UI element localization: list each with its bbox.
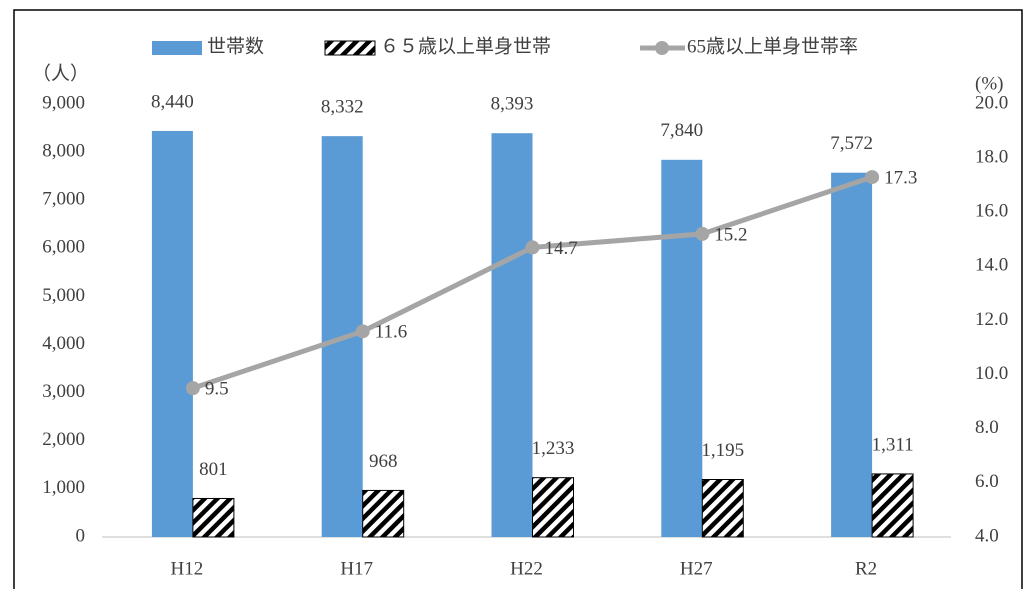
- data-label: 8,393: [491, 94, 534, 115]
- y-tick-label: 0: [76, 525, 86, 546]
- y-tick-label: 7,000: [42, 189, 85, 210]
- data-label: 14.7: [545, 238, 578, 259]
- y2-tick-label: 16.0: [975, 201, 1008, 222]
- line-marker: [185, 381, 200, 396]
- data-label: 7,572: [830, 133, 873, 154]
- data-label: 801: [199, 459, 228, 480]
- y2-unit: (%): [975, 73, 1003, 94]
- y2-tick-label: 20.0: [975, 92, 1008, 113]
- y2-tick-label: 12.0: [975, 309, 1008, 330]
- data-label: 11.6: [375, 322, 408, 343]
- bar: [532, 477, 574, 538]
- data-label: 1,195: [701, 440, 744, 461]
- x-tick-label: H27: [680, 558, 713, 579]
- bar: [362, 489, 405, 538]
- y2-tick-label: 8.0: [975, 417, 999, 438]
- y2-tick-label: 4.0: [975, 525, 999, 546]
- line-marker: [695, 226, 710, 241]
- legend-swatch: [324, 40, 376, 56]
- legend-label: 65歳以上単身世帯率: [687, 35, 858, 57]
- line-marker: [355, 324, 370, 339]
- y-tick-label: 5,000: [42, 285, 85, 306]
- y2-tick-label: 6.0: [975, 471, 999, 492]
- x-tick-label: R2: [855, 558, 877, 579]
- bar: [831, 172, 873, 537]
- bar: [701, 479, 744, 538]
- y-tick-label: 2,000: [42, 429, 85, 450]
- data-label: 7,840: [660, 120, 703, 141]
- x-tick-label: H12: [171, 558, 204, 579]
- x-tick-label: H17: [340, 558, 373, 579]
- data-label: 968: [369, 451, 398, 472]
- y2-tick-label: 10.0: [975, 363, 1008, 384]
- bar: [871, 473, 914, 538]
- data-label: 1,233: [532, 438, 575, 459]
- legend-marker: [655, 41, 669, 55]
- y-tick-label: 1,000: [42, 477, 85, 498]
- legend-label: ６５歳以上単身世帯: [380, 35, 551, 57]
- data-label: 8,332: [321, 96, 364, 117]
- bar: [491, 133, 533, 538]
- bar: [192, 497, 235, 538]
- y-tick-label: 9,000: [42, 92, 85, 113]
- y-tick-label: 6,000: [42, 237, 85, 258]
- bar: [661, 159, 703, 537]
- data-label: 15.2: [714, 224, 747, 245]
- x-tick-label: H22: [510, 558, 543, 579]
- y-tick-label: 8,000: [42, 140, 85, 161]
- legend-label: 世帯数: [207, 35, 264, 57]
- line-marker: [525, 240, 540, 255]
- y-unit: （人）: [32, 62, 89, 84]
- data-label: 9.5: [205, 379, 229, 400]
- bar: [151, 130, 193, 538]
- y-tick-label: 4,000: [42, 333, 85, 354]
- data-label: 17.3: [884, 167, 917, 188]
- data-label: 8,440: [151, 91, 194, 112]
- data-label: 1,311: [872, 434, 914, 455]
- legend-swatch: [152, 41, 202, 55]
- y2-tick-label: 18.0: [975, 146, 1008, 167]
- y-tick-label: 3,000: [42, 381, 85, 402]
- line-marker: [865, 170, 880, 185]
- y2-tick-label: 14.0: [975, 255, 1008, 276]
